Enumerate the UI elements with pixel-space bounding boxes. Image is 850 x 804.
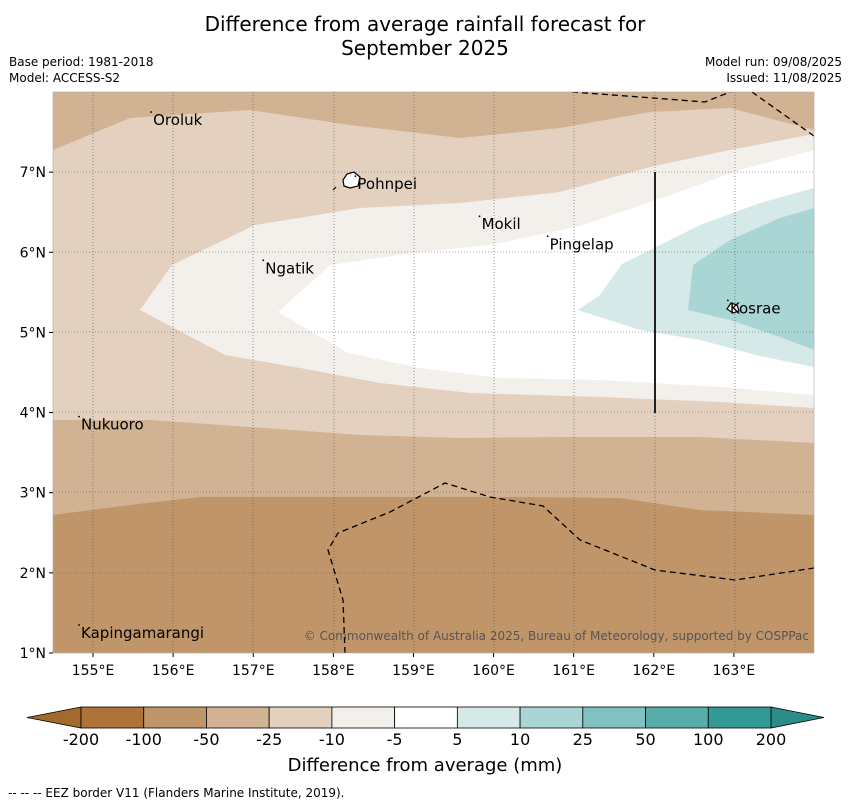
place-label: Mokil [482,215,521,233]
colorbar-label: 100 [693,730,724,749]
copyright-text: © Commonwealth of Australia 2025, Bureau… [304,629,809,643]
longitude-ticks: 155°E 156°E 157°E 158°E 159°E 160°E 161°E 162°E… [72,653,755,679]
colorbar: -200 -100 -50 -25 -10 -5 5 10 25 50 100 200 [26,706,825,749]
place-marker [150,111,153,113]
place-labels: Oroluk Pohnpei Mokil Pingelap Ngatik Kosrae Nu… [78,111,781,642]
colorbar-swatch [394,706,458,729]
colorbar-label: -200 [63,730,99,749]
colorbar-swatch [206,706,270,729]
lat-tick-label: 1°N [20,646,46,662]
place-marker [78,415,80,418]
base-period: Base period: 1981-2018 [9,55,154,69]
colorbar-swatch [80,706,145,729]
colorbar-label: -50 [193,730,219,749]
band-plus-10 [688,208,814,350]
lon-tick-label: 157°E [232,663,275,679]
colorbar-label: 10 [510,730,530,749]
lon-tick-label: 163°E [713,663,756,679]
place-marker [262,259,265,262]
model-run: Model run: 09/08/2025 [704,55,842,69]
latitude-ticks: 1°N 2°N 3°N 4°N 5°N 6°N 7°N [20,165,53,662]
meta-left: Base period: 1981-2018 Model: ACCESS-S2 [9,54,154,86]
lat-tick-label: 6°N [20,245,46,261]
colorbar-title: Difference from average (mm) [287,755,563,776]
place-label: Ngatik [265,259,314,277]
colorbar-over-arrow [770,706,825,729]
chart-title: Difference from average rainfall forecas… [0,12,850,60]
lon-tick-label: 156°E [152,663,195,679]
map-fill-layer [53,92,814,653]
eez-footnote: -- -- -- EEZ border V11 (Flanders Marine… [8,786,345,800]
colorbar-swatch [456,706,521,729]
colorbar-swatch [268,706,333,729]
lon-tick-label: 162°E [633,663,676,679]
lat-tick-label: 2°N [20,566,46,582]
colorbar-label: -10 [319,730,345,749]
place-label: Kosrae [730,299,781,317]
colorbar-swatch [707,706,772,729]
place-label: Oroluk [153,111,202,129]
meta-right: Model run: 09/08/2025 Issued: 11/08/2025 [705,54,842,86]
place-marker [726,299,729,302]
colorbar-under-arrow [26,706,82,729]
place-marker [354,175,357,178]
lon-tick-label: 155°E [72,663,115,679]
colorbar-label: -25 [256,730,282,749]
colorbar-label: 200 [756,730,787,749]
lon-tick-label: 161°E [552,663,595,679]
colorbar-label: 50 [635,730,655,749]
colorbar-swatch [645,706,709,729]
colorbar-swatch [519,706,584,729]
colorbar-swatch [331,706,396,729]
place-label: Pohnpei [357,175,417,193]
title-line-2: September 2025 [341,36,509,60]
colorbar-label: -5 [387,730,403,749]
place-marker [478,215,481,218]
lon-tick-label: 160°E [472,663,515,679]
place-marker [78,624,80,626]
place-label: Nukuoro [81,416,144,434]
kosrae-outline [726,302,740,314]
issued-date: Issued: 11/08/2025 [726,71,842,85]
colorbar-label: 25 [573,730,593,749]
lon-tick-label: 159°E [392,663,435,679]
colorbar-swatch [582,706,646,729]
title-line-1: Difference from average rainfall forecas… [204,12,646,36]
place-marker [546,235,549,238]
eez-borders [327,92,814,653]
model-name: Model: ACCESS-S2 [9,71,121,85]
islet-mark [332,186,337,191]
colorbar-label: -100 [126,730,162,749]
place-label: Kapingamarangi [81,624,204,642]
lat-tick-label: 5°N [20,325,46,341]
lat-tick-label: 4°N [20,406,46,422]
lat-tick-label: 3°N [20,486,46,502]
lat-tick-label: 7°N [20,165,46,181]
colorbar-label: 5 [452,730,462,749]
place-label: Pingelap [550,235,614,253]
colorbar-swatch [143,706,207,729]
lon-tick-label: 158°E [312,663,355,679]
map-frame [52,91,815,654]
